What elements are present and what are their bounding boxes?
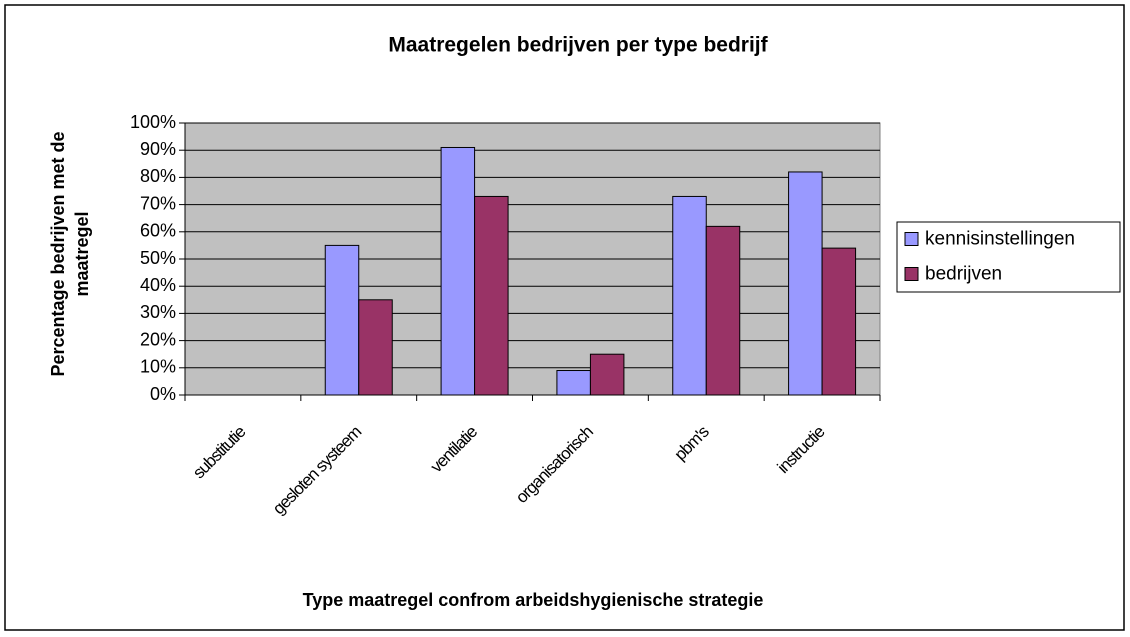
y-tick-label: 50% xyxy=(140,248,176,268)
bar xyxy=(556,370,591,396)
y-tick-label: 30% xyxy=(140,302,176,322)
y-axis-title: Percentage bedrijven met de maatregel xyxy=(48,131,92,377)
y-tick-label: 0% xyxy=(150,384,176,404)
bar xyxy=(589,353,625,396)
legend-label: kennisinstellingen xyxy=(925,229,1075,250)
x-axis-title: Type maatregel confrom arbeidshygienisch… xyxy=(303,590,764,610)
bar xyxy=(672,195,707,396)
bar xyxy=(705,225,741,396)
bar xyxy=(821,247,857,396)
legend xyxy=(896,221,1121,293)
bar xyxy=(788,171,823,396)
chart-title: Maatregelen bedrijven per type bedrijf xyxy=(388,34,768,57)
bar xyxy=(358,299,393,396)
legend-label: bedrijven xyxy=(925,264,1002,285)
legend-swatch xyxy=(904,232,919,246)
y-tick-label: 90% xyxy=(140,139,176,159)
y-tick-label: 70% xyxy=(140,193,176,213)
legend-swatch xyxy=(904,267,919,281)
y-tick-label: 40% xyxy=(140,275,176,295)
y-tick-label: 20% xyxy=(140,329,176,349)
bar xyxy=(474,195,509,396)
bar xyxy=(440,146,476,396)
y-tick-label: 10% xyxy=(140,357,176,377)
bar xyxy=(324,244,360,396)
y-tick-label: 60% xyxy=(140,221,176,241)
y-tick-label: 100% xyxy=(130,112,176,132)
y-tick-label: 80% xyxy=(140,166,176,186)
